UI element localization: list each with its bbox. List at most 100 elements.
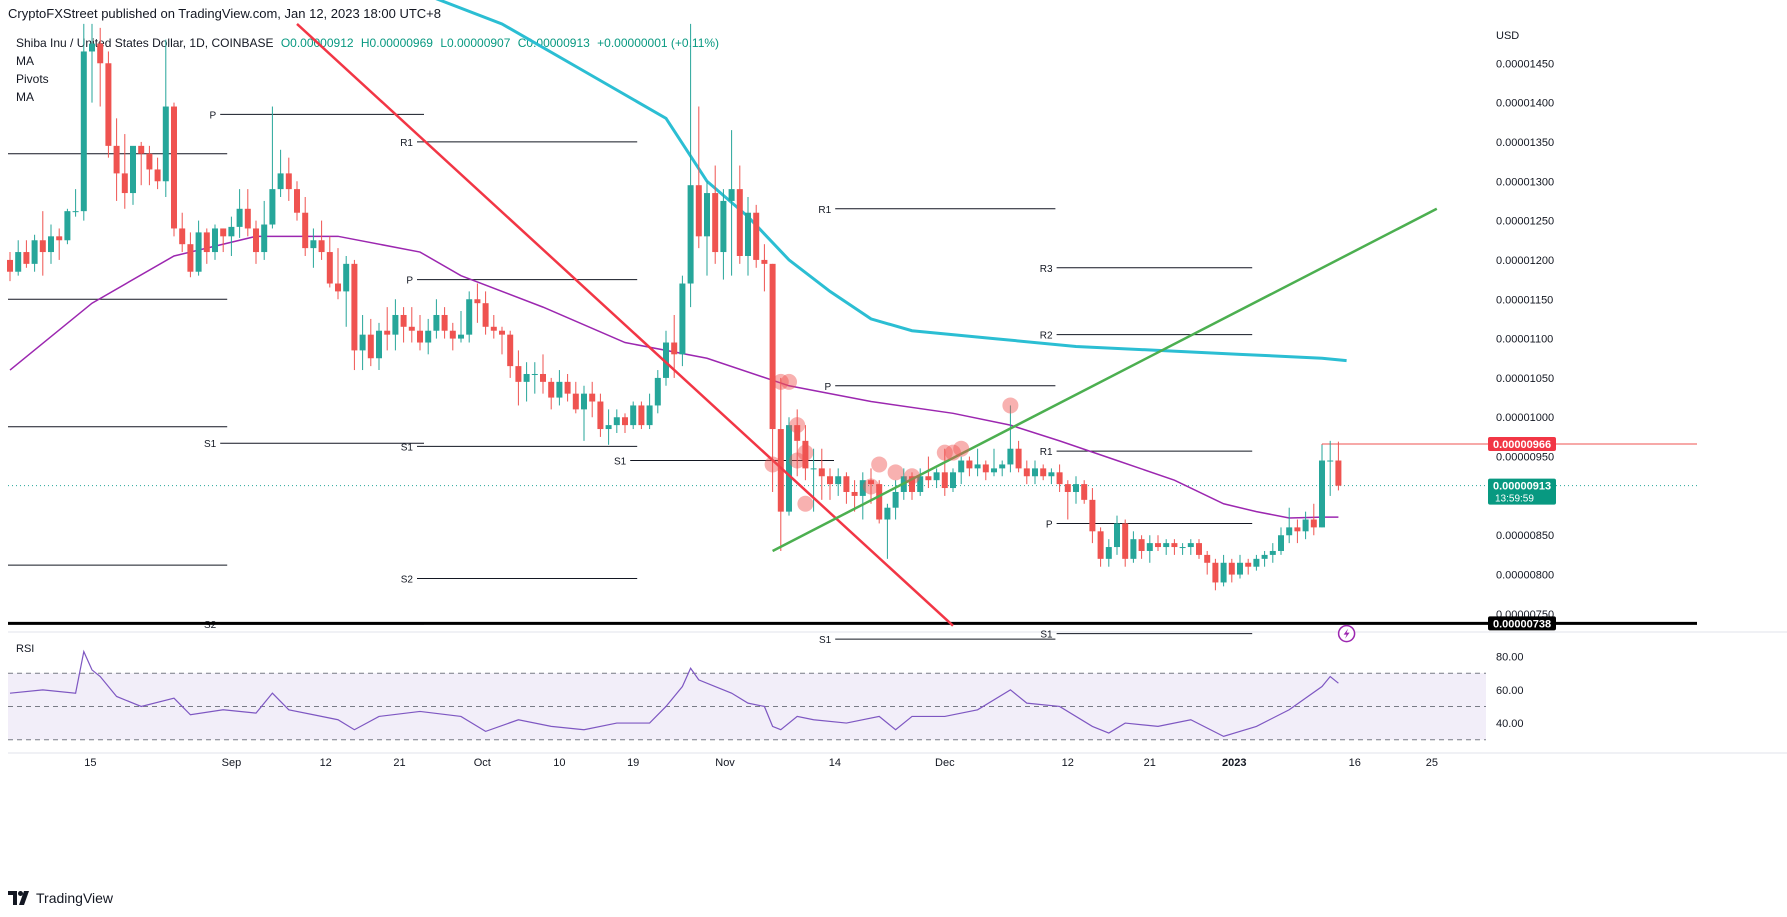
candle [876, 480, 883, 524]
candle-body [1023, 468, 1030, 477]
candle-body [417, 330, 423, 343]
candle-body [64, 211, 71, 241]
candle-body [1122, 523, 1129, 559]
highlight-marker [871, 456, 888, 473]
candle-body [712, 193, 719, 253]
candle [745, 196, 751, 276]
highlight-marker [789, 417, 806, 434]
candle-body [56, 236, 63, 241]
price-tag-box [1488, 616, 1556, 631]
candle-body [802, 440, 809, 469]
candle [736, 165, 743, 264]
candle [1319, 444, 1325, 528]
candle-body [1179, 547, 1186, 549]
candle-body [728, 189, 735, 201]
price-tag-box [1488, 436, 1556, 451]
candle-body [835, 476, 842, 485]
candle [1286, 507, 1293, 544]
candle [171, 102, 177, 237]
candle [400, 307, 407, 343]
candle [1081, 480, 1088, 504]
candle-body [622, 417, 628, 426]
indicator-pivots[interactable]: Pivots [16, 72, 49, 86]
candle [1048, 468, 1055, 485]
price-chart[interactable]: P S1 S2 R1 P S1 S2 S1 R1 P S1 R3 R2 R1 P S1 USD 0.0000145… [0, 0, 1787, 880]
candle-body [408, 326, 415, 331]
candle [777, 377, 784, 551]
candle [15, 240, 22, 276]
candle-body [1064, 484, 1071, 492]
high-value: H0.00000969 [360, 36, 433, 50]
price-tag-value: 0.00000738 [1493, 618, 1551, 630]
candle [1138, 535, 1145, 559]
candle-body [704, 193, 710, 237]
candle [1097, 527, 1104, 567]
candle [1040, 464, 1047, 481]
pivot-level-label: P [1046, 519, 1053, 530]
candle [359, 314, 366, 371]
highlight-marker [936, 444, 953, 461]
candle-body [663, 342, 669, 378]
price-axis-currency: USD [1496, 30, 1519, 42]
candle-body [343, 263, 350, 292]
candle [884, 503, 891, 559]
pivot-level-label: R1 [818, 205, 831, 216]
price-tag-value: 0.00000966 [1493, 439, 1551, 451]
candle [1278, 527, 1284, 555]
candle [818, 448, 825, 500]
indicator-ma-1[interactable]: MA [16, 54, 34, 68]
price-tag: 0.00000738 [1488, 616, 1556, 631]
candle-body [933, 472, 940, 481]
candle-body [146, 153, 153, 170]
time-axis-tick-label: 21 [1144, 757, 1156, 769]
price-tag-box [1488, 478, 1556, 505]
candle-body [203, 232, 210, 253]
candle-body [966, 460, 973, 469]
time-axis-tick-label: 21 [393, 757, 405, 769]
candle-body [326, 252, 333, 284]
candle [154, 157, 161, 190]
candle-body [515, 366, 522, 382]
candle [179, 212, 186, 253]
candle [597, 393, 604, 437]
price-axis-tick-label: 0.00000850 [1496, 530, 1554, 542]
candle-body [113, 145, 120, 174]
candle-body [449, 330, 456, 339]
candle-body [482, 303, 489, 327]
candle-body [7, 259, 13, 272]
candle [712, 165, 719, 264]
candle-body [638, 405, 645, 426]
pivot-level-label: R1 [400, 138, 413, 149]
candle [581, 385, 587, 441]
time-axis-tick-label: 16 [1349, 757, 1361, 769]
pivot-level-label: R1 [1040, 447, 1053, 458]
candle-body [1146, 543, 1153, 551]
price-axis-tick-label: 0.00001250 [1496, 216, 1554, 228]
candle-body [269, 189, 276, 225]
candle-body [154, 169, 161, 182]
candle-body [851, 491, 858, 496]
candle [121, 134, 128, 209]
candle [441, 307, 448, 339]
candle-body [1212, 562, 1219, 583]
candle-body [982, 464, 989, 473]
pivot-level-label: S2 [401, 575, 414, 586]
pivot-level-label: S1 [401, 442, 414, 453]
candle [589, 381, 596, 418]
candle [761, 244, 768, 292]
candle [958, 456, 965, 485]
symbol-ohlc-line: Shiba Inu / United States Dollar, 1D, CO… [16, 34, 723, 52]
candle [203, 228, 210, 264]
candle-body [1286, 527, 1293, 536]
candle [630, 401, 637, 430]
candle [39, 211, 46, 276]
candle-body [1105, 547, 1112, 559]
candle-body [195, 232, 202, 272]
candle-body [1171, 543, 1178, 548]
candle-body [868, 480, 874, 485]
candle-body [228, 226, 235, 237]
candle-body [917, 476, 924, 492]
indicator-ma-2[interactable]: MA [16, 90, 34, 104]
candle-body [433, 314, 440, 331]
candle-body [392, 314, 399, 335]
